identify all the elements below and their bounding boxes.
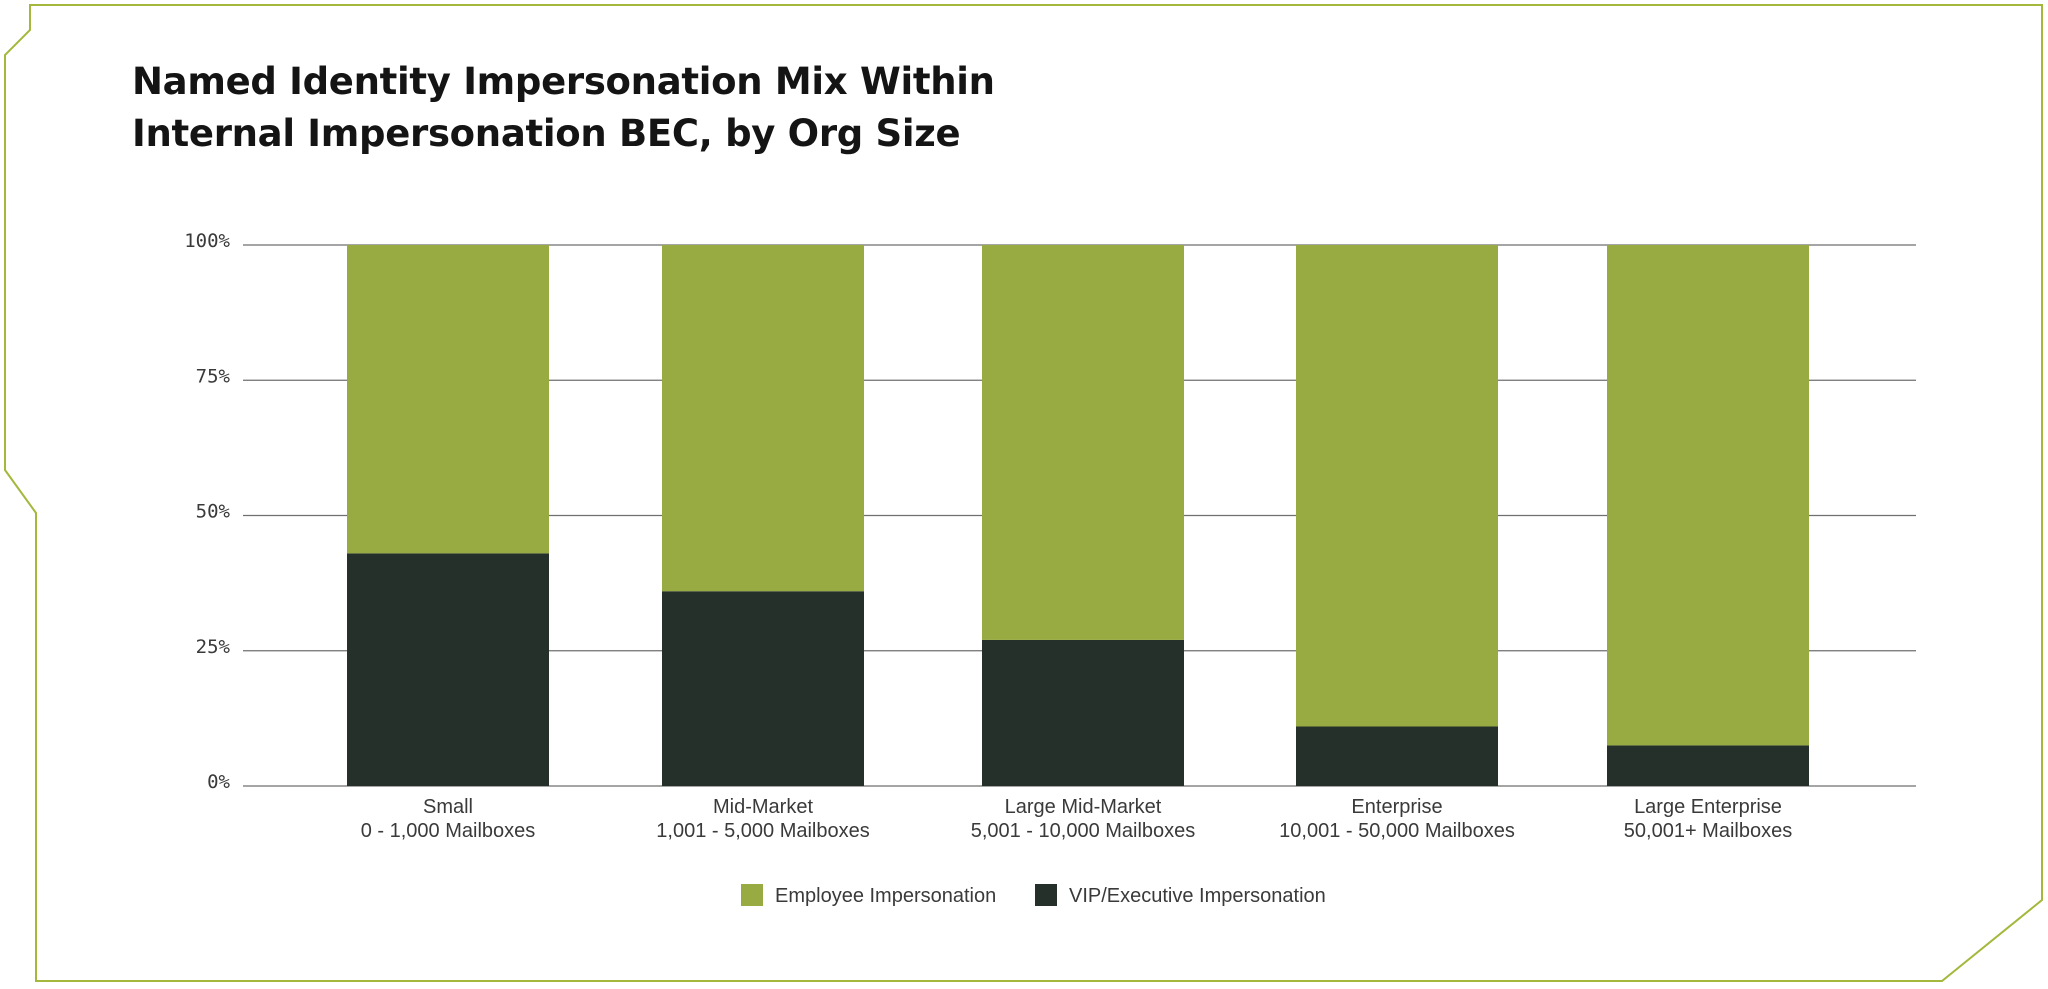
bar-segment xyxy=(1296,726,1498,786)
x-category-label: 10,001 - 50,000 Mailboxes xyxy=(1279,820,1515,842)
y-axis-ticks: 0% 25% 50% 75% 100% xyxy=(184,230,230,793)
bar-segment xyxy=(1296,245,1498,727)
legend-label: Employee Impersonation xyxy=(775,885,996,907)
bar-segment xyxy=(662,245,864,592)
x-category-label: 50,001+ Mailboxes xyxy=(1624,820,1792,842)
legend-swatch xyxy=(741,884,763,906)
legend-swatch xyxy=(1035,884,1057,906)
x-category-label: 0 - 1,000 Mailboxes xyxy=(361,820,536,842)
legend: Employee Impersonation VIP/Executive Impe… xyxy=(741,884,1326,907)
x-category-label: Enterprise xyxy=(1351,796,1442,818)
x-category-label: Mid-Market xyxy=(713,796,813,818)
y-tick-label: 25% xyxy=(196,636,231,658)
bar-segment xyxy=(347,245,549,554)
x-category-label: Large Mid-Market xyxy=(1005,796,1162,818)
bars xyxy=(347,245,1809,786)
x-category-label: Small xyxy=(423,796,473,818)
bar-segment xyxy=(1607,245,1809,746)
y-tick-label: 75% xyxy=(196,365,231,387)
y-tick-label: 50% xyxy=(196,501,231,523)
bar-segment xyxy=(662,591,864,786)
x-category-label: Large Enterprise xyxy=(1634,796,1782,818)
bar-segment xyxy=(982,245,1184,640)
y-tick-label: 0% xyxy=(207,771,230,793)
bar-segment xyxy=(1607,745,1809,786)
bar-segment xyxy=(982,639,1184,786)
x-category-label: 5,001 - 10,000 Mailboxes xyxy=(971,820,1196,842)
legend-label: VIP/Executive Impersonation xyxy=(1069,885,1326,907)
chart-title-line-2: Internal Impersonation BEC, by Org Size xyxy=(132,112,961,155)
y-tick-label: 100% xyxy=(184,230,230,252)
chart-title-line-1: Named Identity Impersonation Mix Within xyxy=(132,60,995,103)
x-category-label: 1,001 - 5,000 Mailboxes xyxy=(656,820,869,842)
bar-segment xyxy=(347,553,549,786)
